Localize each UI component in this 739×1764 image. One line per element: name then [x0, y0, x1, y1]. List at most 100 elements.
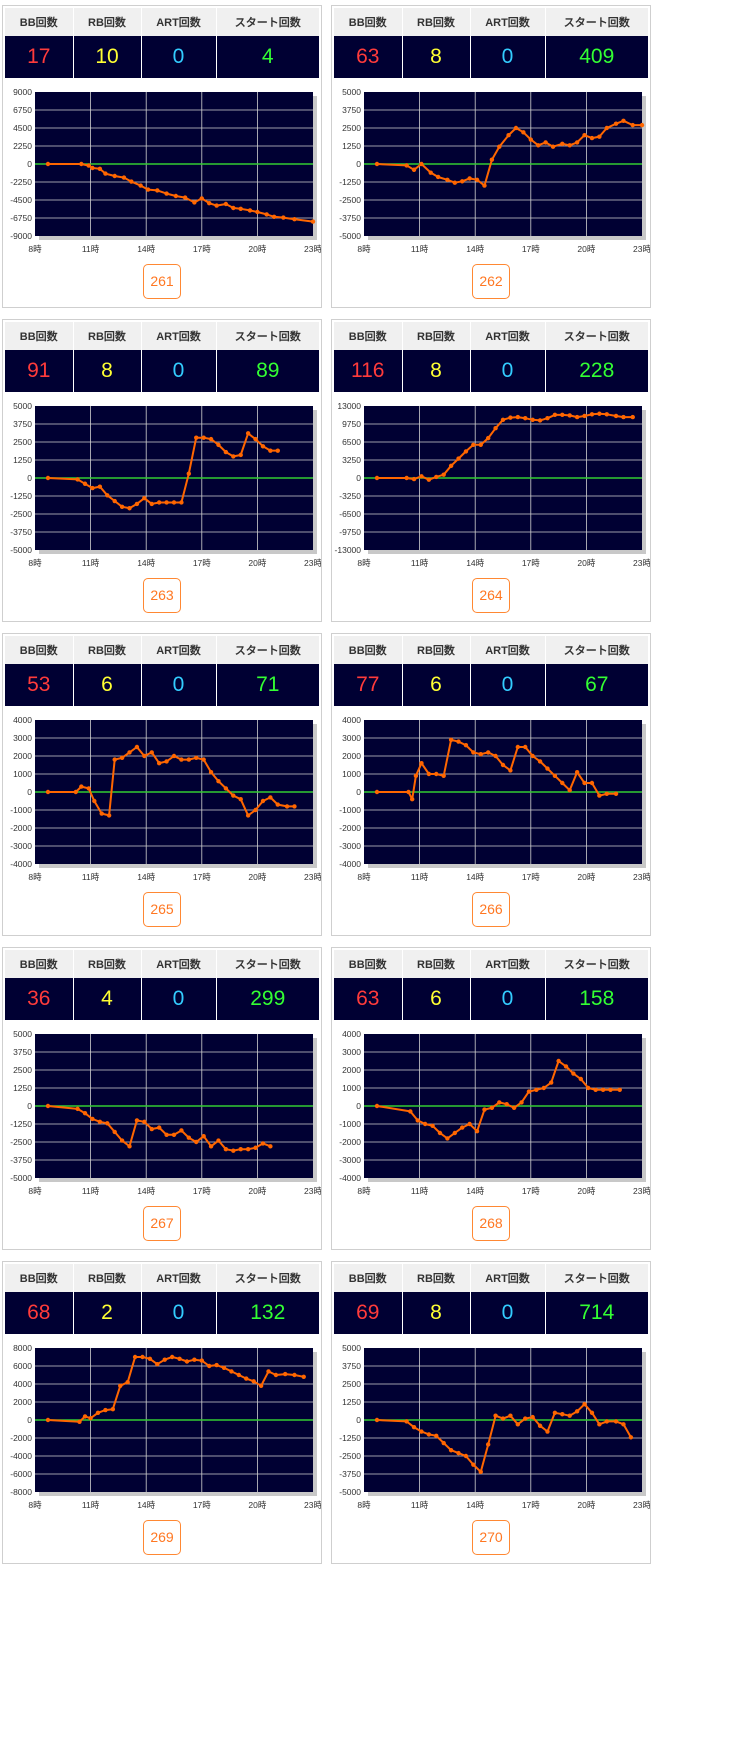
data-point	[411, 167, 417, 172]
data-point	[374, 1103, 380, 1109]
machine-number-button[interactable]: 266	[472, 892, 510, 927]
x-tick-label: 17時	[193, 558, 211, 568]
machine-number-button[interactable]: 261	[143, 264, 181, 299]
data-point	[171, 1132, 177, 1137]
data-point	[597, 134, 602, 139]
data-point	[435, 174, 441, 180]
y-tick-label: -3000	[339, 841, 361, 851]
data-point	[264, 212, 269, 217]
art-count: 0	[470, 978, 546, 1020]
data-point	[571, 1071, 576, 1076]
data-point	[613, 121, 619, 126]
data-point	[508, 1413, 513, 1418]
start-count: 132	[216, 1292, 319, 1334]
machine-number-button[interactable]: 269	[143, 1520, 181, 1555]
data-point	[192, 200, 197, 205]
data-point	[426, 771, 432, 777]
data-point	[463, 1453, 469, 1459]
machine-number-button[interactable]: 267	[143, 1206, 181, 1241]
data-point	[266, 1369, 271, 1374]
data-point	[545, 415, 550, 421]
art-header: ART回数	[470, 1264, 546, 1292]
x-tick-label: 8時	[28, 1500, 42, 1510]
data-point	[523, 415, 528, 421]
data-point	[127, 1144, 132, 1149]
data-point	[537, 418, 543, 423]
stats-value-row: 91 8 0 89	[5, 350, 319, 392]
data-point	[301, 1374, 306, 1379]
y-tick-label: 6000	[13, 1361, 32, 1371]
data-point	[208, 770, 214, 775]
data-point	[112, 173, 117, 179]
stats-value-row: 63 8 0 409	[334, 36, 648, 78]
data-point	[530, 753, 535, 759]
data-point	[374, 789, 380, 795]
data-point	[608, 1087, 613, 1092]
start-count: 4	[216, 36, 319, 78]
y-tick-label: -1250	[10, 491, 32, 501]
stats-header-row: BB回数 RB回数 ART回数 スタート回数	[5, 636, 319, 664]
machine-number-button[interactable]: 263	[143, 578, 181, 613]
rb-count: 6	[402, 978, 471, 1020]
data-point	[467, 176, 472, 181]
data-point	[231, 1148, 236, 1153]
y-tick-label: 0	[27, 1101, 32, 1111]
data-point	[273, 1372, 279, 1378]
data-point	[292, 217, 297, 222]
stats-table: BB回数 RB回数 ART回数 スタート回数 68 2 0 132	[5, 1264, 319, 1334]
data-point	[156, 1125, 162, 1130]
machine-card: BB回数 RB回数 ART回数 スタート回数 116 8 0 228 13000…	[331, 319, 651, 622]
data-point	[406, 789, 411, 795]
bb-header: BB回数	[334, 636, 403, 664]
data-point	[221, 1365, 227, 1370]
stats-header-row: BB回数 RB回数 ART回数 スタート回数	[5, 8, 319, 36]
machine-number-button[interactable]: 265	[143, 892, 181, 927]
slump-chart: 5000 3750 2500 1250 0 -1250 -2500 -3750 -5000 8時 1…	[10, 401, 321, 568]
data-point	[121, 175, 127, 180]
x-tick-label: 8時	[28, 244, 42, 254]
data-point	[589, 412, 595, 417]
data-point	[82, 1111, 88, 1116]
data-point	[208, 436, 214, 442]
x-tick-label: 8時	[357, 244, 371, 254]
x-tick-label: 8時	[357, 1186, 371, 1196]
x-tick-label: 11時	[82, 872, 100, 882]
data-point	[201, 757, 206, 762]
machine-card: BB回数 RB回数 ART回数 スタート回数 91 8 0 89 5000 375…	[2, 319, 322, 622]
data-point	[90, 485, 95, 491]
start-header: スタート回数	[216, 8, 319, 36]
y-tick-label: -4500	[10, 195, 32, 205]
y-tick-label: -2250	[10, 177, 32, 187]
data-point	[474, 177, 480, 183]
machine-number-button[interactable]: 264	[472, 578, 510, 613]
data-point	[199, 1358, 204, 1363]
data-point	[419, 1429, 424, 1434]
y-tick-label: 0	[356, 473, 361, 483]
data-point	[411, 476, 417, 482]
y-tick-label: -5000	[10, 545, 32, 555]
data-point	[456, 456, 461, 461]
x-tick-label: 23時	[304, 872, 321, 882]
x-tick-label: 14時	[137, 244, 155, 254]
data-point	[574, 1409, 580, 1414]
data-point	[467, 1121, 472, 1127]
data-point	[207, 201, 212, 206]
y-tick-label: 5000	[342, 1343, 361, 1353]
data-point	[177, 1356, 182, 1361]
start-count: 299	[216, 978, 319, 1020]
data-point	[404, 163, 409, 168]
data-point	[88, 1416, 93, 1421]
data-point	[582, 413, 587, 419]
start-count: 228	[545, 350, 648, 392]
data-point	[541, 1085, 546, 1091]
y-tick-label: -4000	[339, 1173, 361, 1183]
y-tick-label: -6000	[10, 1469, 32, 1479]
start-count: 67	[545, 664, 648, 706]
machine-number-button[interactable]: 262	[472, 264, 510, 299]
y-tick-label: 1000	[342, 769, 361, 779]
data-point	[201, 435, 206, 440]
y-tick-label: -1250	[10, 1119, 32, 1129]
machine-number-button[interactable]: 270	[472, 1520, 510, 1555]
machine-number-button[interactable]: 268	[472, 1206, 510, 1241]
stats-header-row: BB回数 RB回数 ART回数 スタート回数	[334, 950, 648, 978]
